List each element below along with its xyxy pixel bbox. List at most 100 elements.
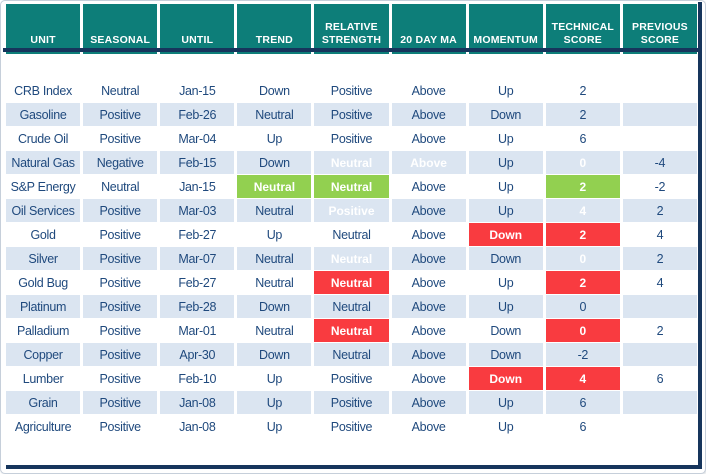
table-cell <box>622 391 697 414</box>
table-cell: 2 <box>579 83 587 98</box>
table-cell: Gold <box>30 227 56 242</box>
spacer-row <box>6 55 697 78</box>
table-cell: Neutral <box>314 319 389 342</box>
table-cell: 4 <box>656 227 664 242</box>
table-cell: Gasoline <box>6 103 81 126</box>
table-cell: 0 <box>545 151 620 174</box>
table-row: Lumber Positive Feb-10 Up Positive Above Down 4… <box>6 367 697 390</box>
table-cell: Crude Oil <box>18 131 69 146</box>
table-cell: 2 <box>622 247 697 270</box>
table-cell: Up <box>468 151 543 174</box>
table-cell: Neutral <box>237 247 312 270</box>
column-header: UNIT <box>6 4 81 54</box>
table-cell: 2 <box>545 175 620 198</box>
table-cell: 6 <box>579 131 587 146</box>
table-cell: Above <box>391 295 466 318</box>
table-cell: 4 <box>656 275 664 290</box>
table-cell: Silver <box>6 247 81 270</box>
table-row: Silver Positive Mar-07 Neutral Neutral Above D… <box>6 247 697 270</box>
table-cell: Neutral <box>255 323 294 338</box>
column-header: PREVIOUS SCORE <box>622 4 697 54</box>
table-cell: Down <box>468 343 543 366</box>
table-cell: Up <box>498 419 514 434</box>
table-cell: Positive <box>99 275 141 290</box>
table-cell: Down <box>468 247 543 270</box>
table-cell <box>623 415 697 438</box>
technical-score-table: UNIT SEASONAL UNTIL TREND RELATIVE STRENGTH 2… <box>3 3 700 439</box>
column-header: UNTIL <box>160 4 235 54</box>
table-cell: Feb-27 <box>178 275 217 290</box>
table-cell: 4 <box>545 199 620 222</box>
table-cell: Jan-08 <box>179 419 216 434</box>
table-cell: Above <box>391 103 466 126</box>
table-cell: Down <box>468 367 543 390</box>
table-row: Gold Positive Feb-27 Up Neutral Above Down 2 4 <box>6 223 697 246</box>
table-cell: Neutral <box>332 227 371 242</box>
table-cell: Jan-08 <box>160 391 235 414</box>
table-row: Gasoline Positive Feb-26 Neutral Positive Abo… <box>6 103 697 126</box>
table-cell: Positive <box>83 103 158 126</box>
table-right-border <box>698 2 702 469</box>
table-cell: Up <box>237 391 312 414</box>
table-cell: 0 <box>545 319 620 342</box>
table-cell: Up <box>498 83 514 98</box>
table-row: Agriculture Positive Jan-08 Up Positive Above… <box>6 415 697 438</box>
table-cell: Above <box>391 151 466 174</box>
table-cell: Positive <box>83 343 158 366</box>
column-header: SEASONAL <box>83 4 158 54</box>
table-cell: Down <box>490 323 522 338</box>
table-cell: Up <box>468 295 543 318</box>
table-cell: S&P Energy <box>10 179 76 194</box>
table-cell: 6 <box>579 419 587 434</box>
table-cell: Above <box>391 391 466 414</box>
table-cell: Positive <box>314 103 389 126</box>
table-cell: Apr-30 <box>160 343 235 366</box>
table-cell: 2 <box>545 271 620 294</box>
table-cell: Neutral <box>237 103 312 126</box>
table-cell: Down <box>259 83 290 98</box>
header-underline <box>3 48 701 52</box>
table-cell: Up <box>266 419 283 434</box>
table-cell: 2 <box>622 199 697 222</box>
table-cell: Neutral <box>314 247 389 270</box>
table-cell: Mar-03 <box>160 199 235 222</box>
table-cell: Positive <box>330 83 373 98</box>
table-cell: 6 <box>545 391 620 414</box>
table-row: Natural Gas Negative Feb-15 Down Neutral Abov… <box>6 151 697 174</box>
table-row: Gold Bug Positive Feb-27 Neutral Neutral Abov… <box>6 271 697 294</box>
table-cell: Gold Bug <box>18 275 68 290</box>
table-cell: Mar-01 <box>178 323 217 338</box>
table-cell <box>622 295 697 318</box>
table-cell: Feb-27 <box>178 227 217 242</box>
table-cell: Up <box>498 179 514 194</box>
table-cell: -4 <box>622 151 697 174</box>
table-cell: Platinum <box>6 295 81 318</box>
table-cell: 6 <box>656 371 664 386</box>
table-cell: Copper <box>6 343 81 366</box>
table-cell: Positive <box>99 131 141 146</box>
table-cell: Down <box>237 343 312 366</box>
table-cell: Above <box>411 179 446 194</box>
table-cell: 2 <box>656 323 664 338</box>
table-cell: Above <box>411 227 446 242</box>
column-header: TECHNICAL SCORE <box>545 4 620 54</box>
table-cell: Negative <box>83 151 158 174</box>
column-header: RELATIVE STRENGTH <box>314 4 389 54</box>
table-cell: Positive <box>99 371 141 386</box>
table-cell: Positive <box>83 391 158 414</box>
table-cell: Positive <box>330 371 373 386</box>
column-header: 20 DAY MA <box>391 4 466 54</box>
table-cell: Neutral <box>237 199 312 222</box>
table-cell: Feb-28 <box>160 295 235 318</box>
table-cell: Up <box>266 371 283 386</box>
table-cell: Down <box>237 295 312 318</box>
table-cell: Above <box>391 343 466 366</box>
table-cell: Above <box>411 131 446 146</box>
table-cell: Neutral <box>314 295 389 318</box>
table-cell: Up <box>266 131 283 146</box>
table-cell: Grain <box>6 391 81 414</box>
table-body: CRB Index Neutral Jan-15 Down Positive Above U… <box>6 55 697 438</box>
table-cell <box>623 127 697 150</box>
table-cell: Positive <box>83 295 158 318</box>
